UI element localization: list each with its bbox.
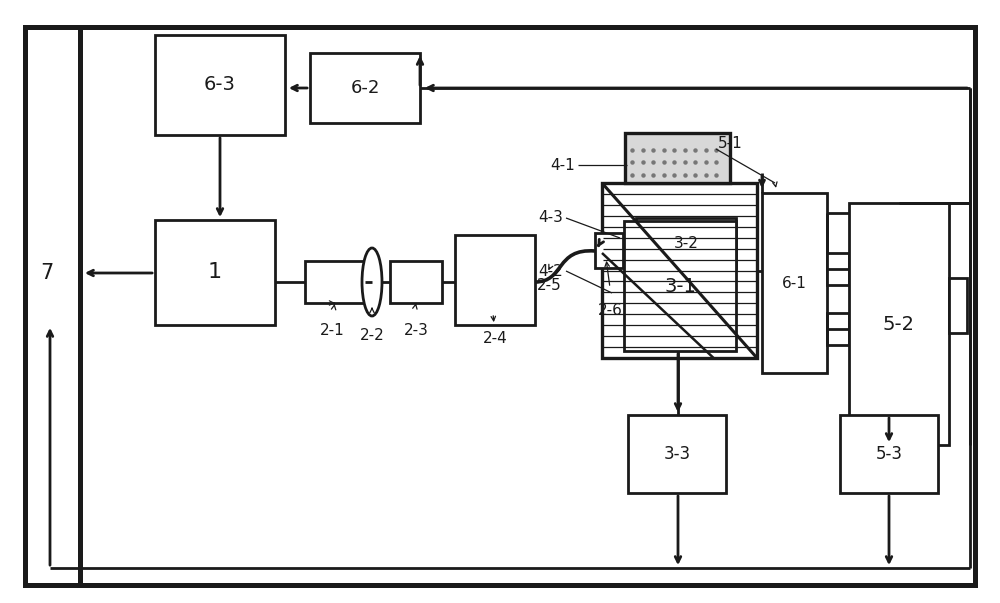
Bar — [840, 415, 938, 493]
Bar — [762, 193, 827, 373]
Text: 5-3: 5-3 — [876, 445, 902, 463]
Bar — [390, 261, 442, 303]
Bar — [849, 203, 949, 445]
Bar — [25, 27, 80, 585]
Text: 2-6: 2-6 — [598, 303, 623, 318]
Text: 5-2: 5-2 — [883, 315, 915, 333]
Text: 3-1: 3-1 — [664, 277, 696, 295]
Text: 4-1: 4-1 — [550, 157, 575, 172]
Bar — [827, 313, 849, 345]
Text: 2-2: 2-2 — [360, 328, 384, 343]
Bar — [624, 221, 736, 351]
Text: 6-3: 6-3 — [204, 75, 236, 95]
Bar — [310, 53, 420, 123]
Text: 2-5: 2-5 — [537, 278, 562, 293]
Bar — [155, 35, 285, 135]
Bar — [155, 220, 275, 325]
Text: 1: 1 — [208, 262, 222, 282]
Bar — [949, 278, 967, 333]
Bar — [636, 218, 736, 268]
Text: 2-3: 2-3 — [404, 323, 428, 338]
Text: 2-4: 2-4 — [483, 331, 507, 346]
Text: 4-3: 4-3 — [538, 210, 563, 226]
Bar — [628, 415, 726, 493]
Bar — [455, 235, 535, 325]
Bar — [305, 261, 365, 303]
Text: 6-2: 6-2 — [350, 79, 380, 97]
Text: 4-2: 4-2 — [538, 264, 563, 279]
Text: 5-1: 5-1 — [718, 136, 743, 151]
Text: 6-1: 6-1 — [782, 276, 807, 291]
Bar — [595, 233, 623, 268]
Text: 2-1: 2-1 — [320, 323, 344, 338]
Ellipse shape — [362, 248, 382, 316]
Bar — [827, 253, 849, 285]
Text: 7: 7 — [40, 263, 54, 283]
Text: 3-3: 3-3 — [663, 445, 691, 463]
Text: 3-2: 3-2 — [674, 236, 698, 250]
Bar — [625, 133, 730, 183]
Bar — [602, 183, 757, 358]
